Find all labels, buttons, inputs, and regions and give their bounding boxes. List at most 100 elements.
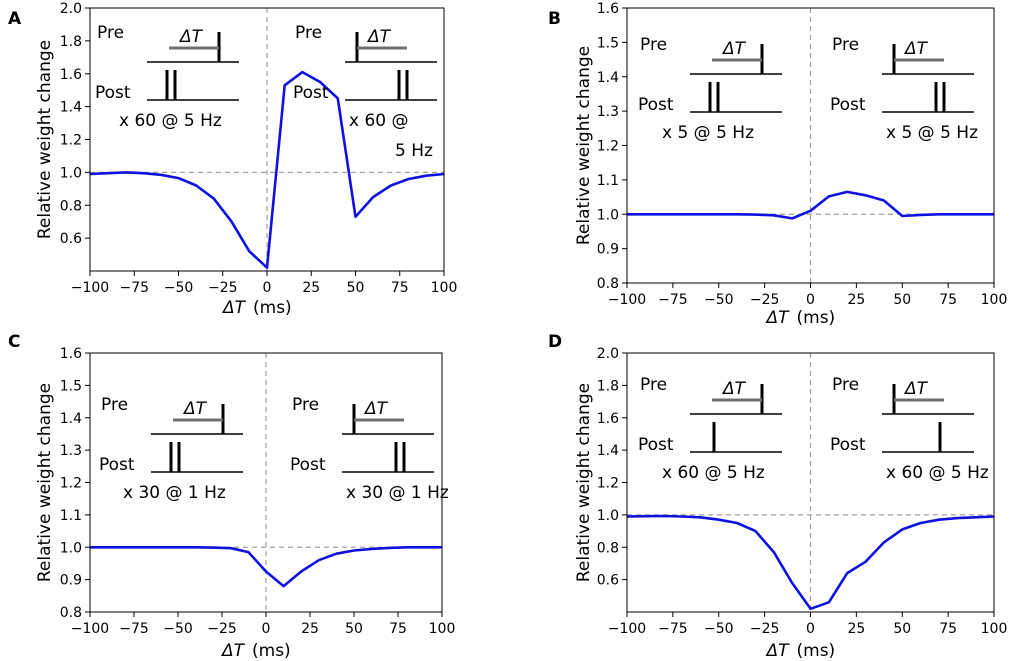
x-tick-label: 50 [893, 621, 911, 637]
x-tick-label: 25 [847, 292, 865, 308]
x-tick-label: −50 [164, 280, 194, 296]
y-tick-label: 1.2 [597, 139, 619, 155]
x-tick-label: 100 [981, 621, 1008, 637]
x-tick-label: 0 [806, 292, 815, 308]
y-tick-label: 1.1 [597, 173, 619, 189]
y-tick-label: 1.4 [597, 443, 619, 459]
repetition-label: x 60 @ 5 Hz [119, 111, 222, 131]
x-axis-label-symbol: ΔT [764, 641, 790, 661]
x-tick-label: 25 [847, 621, 865, 637]
y-axis-label: Relative weight change [35, 383, 55, 582]
post-label: Post [95, 83, 131, 103]
chart-panel-C: C −100 −75 −50 −25 0 25 50 75 100 0.8 0.9 1.0 1.1 1.2 1… [8, 332, 455, 661]
delta-t-label: ΔT [721, 39, 747, 59]
y-tick-label: 1.4 [60, 100, 82, 116]
x-tick-label: 75 [939, 621, 957, 637]
x-tick-label: −100 [71, 621, 109, 637]
y-tick-label: 1.2 [60, 133, 82, 149]
y-tick-label: 1.8 [597, 378, 619, 394]
y-tick-label: 2.0 [60, 1, 82, 17]
stimulus-inset-left: Pre Post ΔT x 5 @ 5 Hz [638, 35, 782, 143]
post-label: Post [638, 95, 674, 115]
x-axis-label-unit: (ms) [252, 641, 291, 661]
repetition-label: x 5 @ 5 Hz [662, 123, 754, 143]
x-tick-label: 50 [347, 280, 365, 296]
y-tick-label: 1.6 [597, 1, 619, 17]
x-axis-label-symbol: ΔT [220, 641, 246, 661]
y-tick-label: 1.4 [597, 70, 619, 86]
x-axis-label-symbol: ΔT [764, 308, 790, 328]
y-tick-label: 0.8 [597, 540, 619, 556]
stimulus-inset-left: Pre Post ΔT x 30 @ 1 Hz [99, 395, 243, 503]
y-tick-label: 0.9 [597, 242, 619, 258]
x-tick-label: 0 [806, 621, 815, 637]
repetition-label: x 60 @ [349, 111, 409, 131]
y-tick-label: 0.8 [597, 276, 619, 292]
pre-label: Pre [832, 375, 859, 395]
delta-t-label: ΔT [182, 399, 208, 419]
x-tick-label: −25 [750, 621, 780, 637]
delta-t-label: ΔT [721, 379, 747, 399]
panel-label: B [548, 9, 561, 29]
y-tick-label: 0.9 [60, 573, 82, 589]
repetition-label: x 60 @ 5 Hz [886, 463, 989, 483]
x-tick-label: 25 [302, 280, 320, 296]
y-tick-label: 0.8 [60, 605, 82, 621]
y-tick-label: 0.8 [60, 198, 82, 214]
x-tick-label: 75 [391, 280, 409, 296]
y-tick-label: 0.6 [60, 231, 82, 247]
x-tick-label: 100 [981, 292, 1008, 308]
stimulus-inset-right: Pre Post ΔT x 60 @ 5 Hz [830, 375, 989, 483]
x-tick-label: −75 [658, 621, 688, 637]
x-tick-label: −25 [750, 292, 780, 308]
y-tick-label: 1.2 [60, 476, 82, 492]
x-tick-label: −100 [608, 292, 646, 308]
y-tick-label: 1.3 [597, 104, 619, 120]
y-tick-label: 1.0 [60, 540, 82, 556]
pre-label: Pre [97, 23, 124, 43]
x-tick-label: −100 [71, 280, 109, 296]
delta-t-label: ΔT [903, 379, 929, 399]
stimulus-inset-right: Pre Post ΔT x 60 @ 5 Hz [293, 23, 437, 161]
post-label: Post [638, 435, 674, 455]
series-line [90, 545, 442, 588]
x-tick-label: 0 [262, 621, 271, 637]
y-axis-label: Relative weight change [35, 40, 55, 239]
stimulus-inset-left: Pre Post ΔT x 60 @ 5 Hz [638, 375, 782, 483]
series-line [626, 514, 995, 611]
chart-panel-A: A −100 −75 −50 −25 0 25 50 75 100 0.6 0.8 1.0 1.2 1.4 1… [8, 1, 457, 318]
repetition-label: x 30 @ 1 Hz [123, 483, 226, 503]
x-tick-label: −25 [207, 621, 237, 637]
delta-t-label: ΔT [178, 27, 204, 47]
post-label: Post [293, 83, 329, 103]
y-tick-label: 2.0 [597, 346, 619, 362]
delta-t-label: ΔT [366, 27, 392, 47]
panel-label: D [548, 332, 562, 352]
x-tick-label: −100 [608, 621, 646, 637]
post-label: Post [830, 95, 866, 115]
pre-label: Pre [295, 23, 322, 43]
y-tick-label: 0.6 [597, 573, 619, 589]
repetition-label: x 60 @ 5 Hz [662, 463, 765, 483]
panel-label: C [8, 332, 20, 352]
pre-label: Pre [832, 35, 859, 55]
repetition-label-line2: 5 Hz [395, 141, 433, 161]
y-tick-label: 1.4 [60, 411, 82, 427]
y-axis-label: Relative weight change [574, 383, 594, 582]
x-tick-label: −25 [208, 280, 238, 296]
post-label: Post [290, 455, 326, 475]
y-tick-label: 1.6 [597, 411, 619, 427]
x-tick-label: −50 [704, 292, 734, 308]
x-tick-label: 50 [345, 621, 363, 637]
x-axis-label-unit: (ms) [253, 298, 292, 318]
y-tick-label: 1.0 [60, 165, 82, 181]
pre-label: Pre [640, 35, 667, 55]
stimulus-inset-left: Pre Post ΔT x 60 @ 5 Hz [95, 23, 239, 131]
panel-label: A [8, 9, 22, 29]
x-axis-label-symbol: ΔT [221, 298, 247, 318]
y-tick-label: 1.0 [597, 508, 619, 524]
x-tick-label: 100 [429, 621, 456, 637]
x-tick-label: 0 [263, 280, 272, 296]
y-tick-label: 1.0 [597, 207, 619, 223]
